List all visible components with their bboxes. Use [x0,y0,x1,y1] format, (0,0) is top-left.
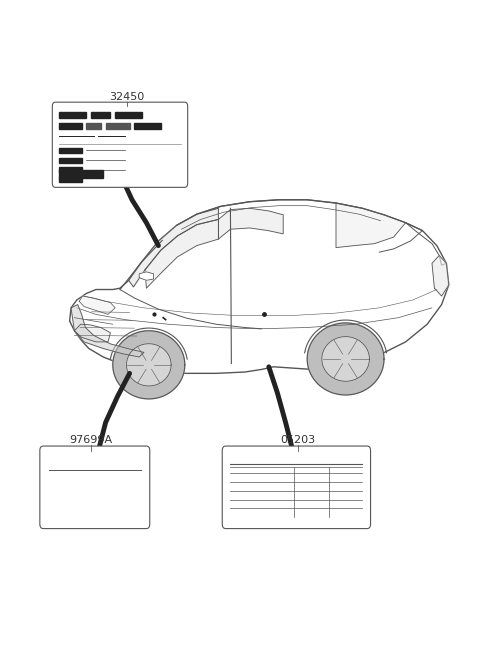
Polygon shape [145,219,218,288]
Polygon shape [432,255,449,296]
Polygon shape [139,272,154,280]
Polygon shape [113,331,185,399]
Polygon shape [134,123,161,129]
FancyBboxPatch shape [52,102,188,187]
Polygon shape [59,148,82,153]
Polygon shape [59,167,82,172]
Polygon shape [59,123,82,129]
Polygon shape [129,208,218,287]
Polygon shape [91,111,110,119]
Polygon shape [218,208,283,239]
Polygon shape [59,111,86,119]
Polygon shape [115,111,142,119]
Polygon shape [79,296,115,314]
Polygon shape [86,123,101,129]
FancyBboxPatch shape [222,446,371,529]
Polygon shape [336,203,406,248]
Polygon shape [59,157,82,163]
FancyBboxPatch shape [40,446,150,529]
Polygon shape [70,200,449,373]
Text: 97699A: 97699A [70,436,113,445]
Text: 05203: 05203 [280,436,315,445]
Polygon shape [71,305,144,357]
Polygon shape [127,344,171,386]
Polygon shape [59,177,82,182]
Polygon shape [322,337,370,381]
Polygon shape [307,323,384,395]
Text: 32450: 32450 [109,92,145,102]
Polygon shape [106,123,130,129]
Polygon shape [59,170,103,178]
Polygon shape [74,324,110,342]
